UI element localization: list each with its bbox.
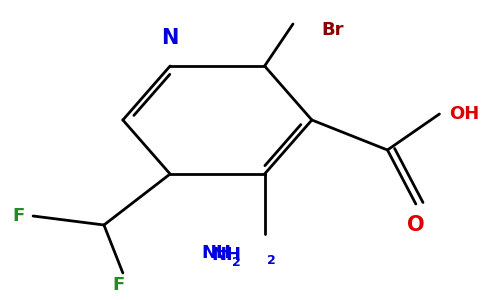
Text: Br: Br <box>321 21 344 39</box>
Text: 2: 2 <box>231 256 240 269</box>
Text: 2: 2 <box>267 254 276 266</box>
Text: OH: OH <box>449 105 479 123</box>
Text: F: F <box>13 207 25 225</box>
Text: NH: NH <box>201 244 231 262</box>
Text: NH: NH <box>211 246 241 264</box>
Text: F: F <box>112 276 124 294</box>
Text: N: N <box>162 28 179 48</box>
Text: O: O <box>407 215 424 235</box>
